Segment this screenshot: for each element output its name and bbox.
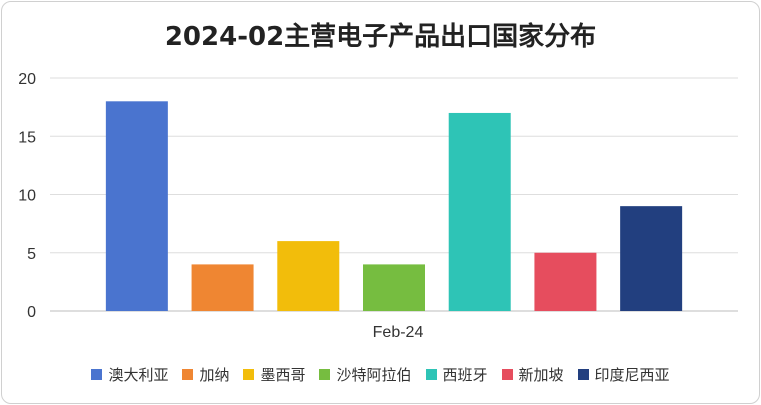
bar-1 (105, 101, 168, 311)
x-category-label: Feb-24 (373, 324, 424, 341)
legend-item: 澳大利亚 (91, 364, 168, 385)
bar-2 (191, 264, 254, 311)
legend-item: 西班牙 (425, 364, 488, 385)
legend-label: 新加坡 (518, 366, 564, 384)
bar-5 (448, 112, 511, 311)
chart-title: 2024-02主营电子产品出口国家分布 (164, 22, 597, 52)
legend-label: 加纳 (199, 366, 230, 384)
legend-label: 西班牙 (442, 366, 488, 384)
y-tick-label: 10 (18, 188, 36, 205)
legend-item: 沙特阿拉伯 (319, 364, 412, 385)
bar-7 (620, 206, 683, 311)
legend-swatch (501, 369, 513, 380)
legend-label: 印度尼西亚 (594, 366, 670, 384)
y-tick-label: 0 (27, 304, 36, 321)
legend-swatch (182, 369, 194, 380)
legend-label: 墨西哥 (260, 366, 306, 384)
chart-legend: 澳大利亚 加纳 墨西哥 沙特阿拉伯 西班牙 新加坡 印度尼西亚 (0, 364, 761, 385)
legend-item: 墨西哥 (243, 364, 305, 385)
legend-item: 印度尼西亚 (577, 364, 670, 385)
bar-3 (277, 241, 340, 311)
legend-item: 加纳 (182, 364, 229, 385)
legend-swatch (577, 369, 589, 380)
legend-label: 沙特阿拉伯 (336, 366, 412, 384)
legend-item: 新加坡 (501, 364, 564, 385)
y-tick-label: 5 (27, 246, 36, 263)
bar-4 (363, 264, 425, 311)
legend-swatch (425, 369, 437, 380)
y-tick-label: 15 (18, 129, 36, 146)
bar-6 (534, 252, 597, 311)
legend-swatch (243, 369, 255, 380)
legend-swatch (319, 369, 331, 380)
legend-label: 澳大利亚 (108, 366, 169, 384)
y-tick-label: 20 (18, 71, 36, 88)
legend-swatch (91, 369, 103, 380)
